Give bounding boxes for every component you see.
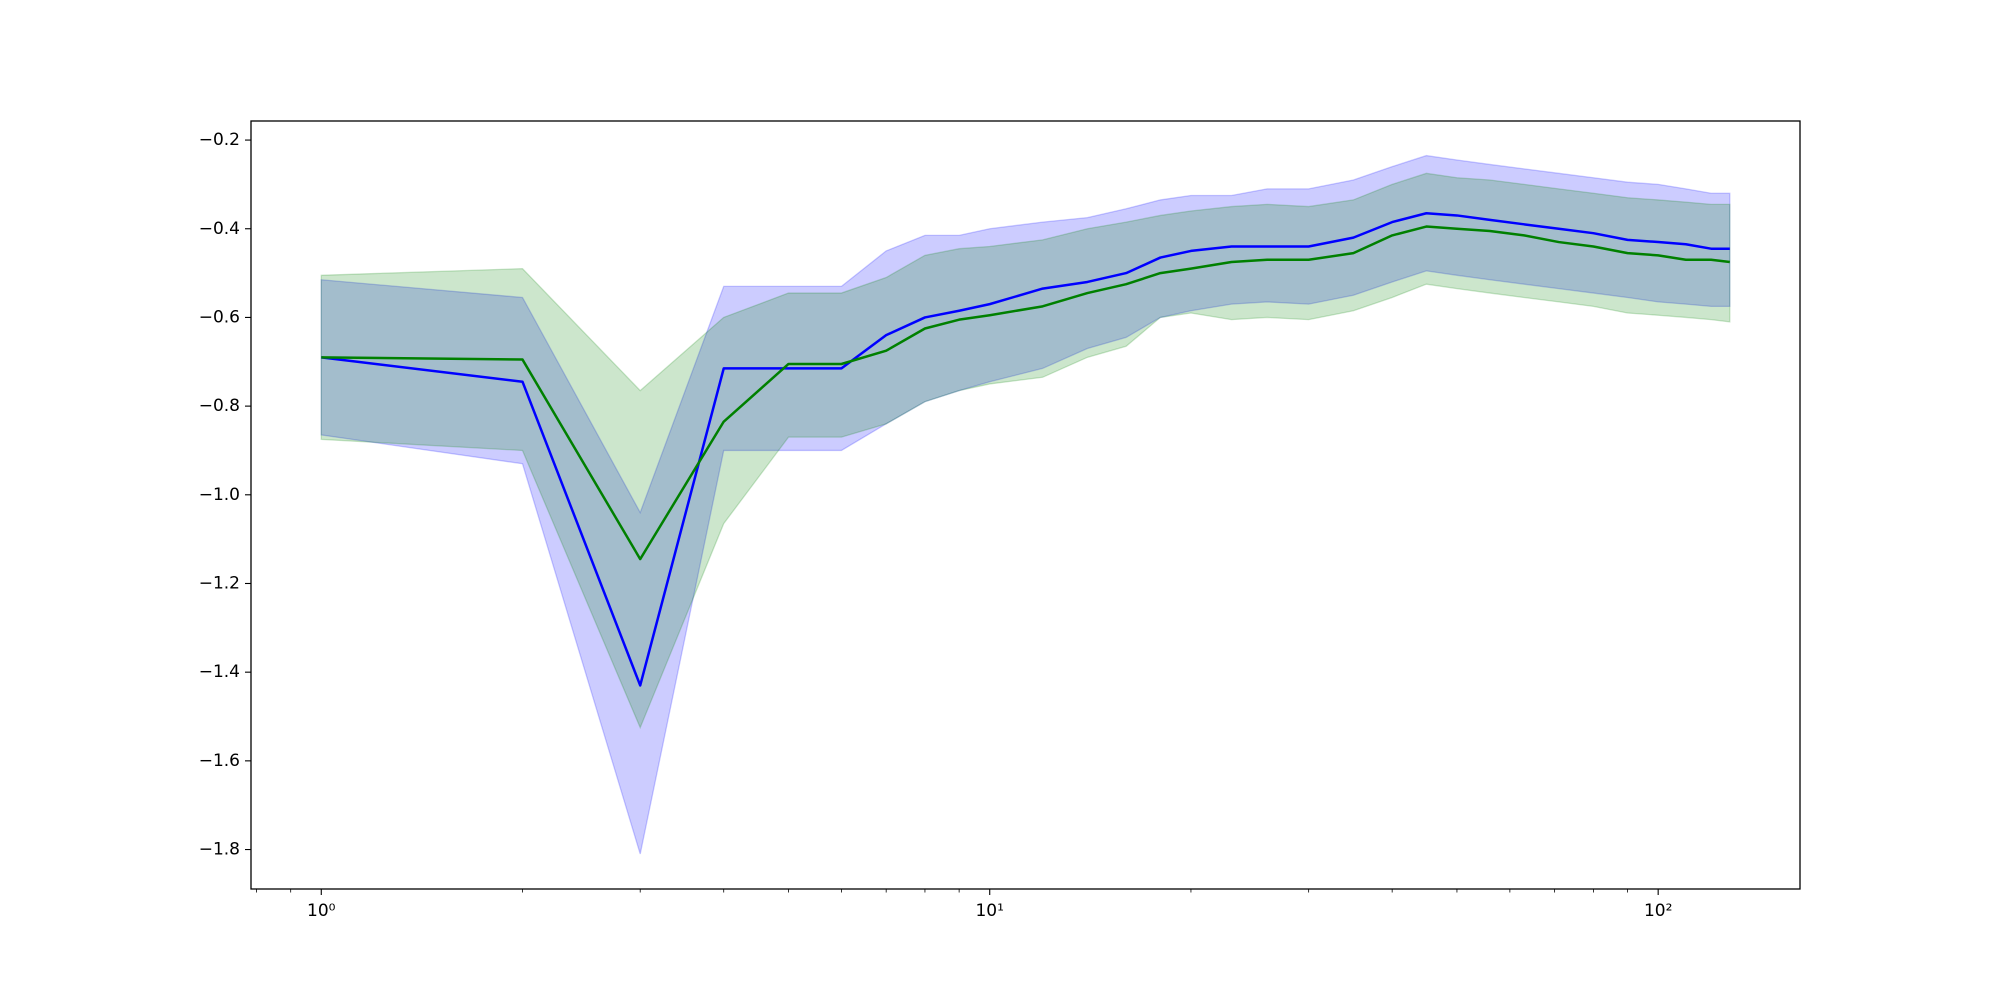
y-tick-label: −0.4 [199, 219, 240, 239]
plot-frame [250, 120, 1801, 890]
y-tick-label: −1.2 [199, 573, 240, 593]
x-tick-label: 10² [1644, 901, 1672, 921]
y-tick-label: −0.8 [199, 396, 240, 416]
y-tick-label: −1.0 [199, 485, 240, 505]
y-tick-label: −1.8 [199, 840, 240, 860]
y-tick-label: −0.6 [199, 307, 240, 327]
y-tick-label: −1.4 [199, 662, 240, 682]
x-tick-label: 10¹ [975, 901, 1003, 921]
series-line [321, 211, 1730, 687]
y-tick-label: −1.6 [199, 751, 240, 771]
confidence-band [320, 172, 1731, 730]
y-tick-label: −0.2 [199, 130, 240, 150]
x-tick-label: 10⁰ [307, 901, 336, 921]
confidence-band [320, 154, 1731, 855]
series-line [321, 225, 1730, 561]
